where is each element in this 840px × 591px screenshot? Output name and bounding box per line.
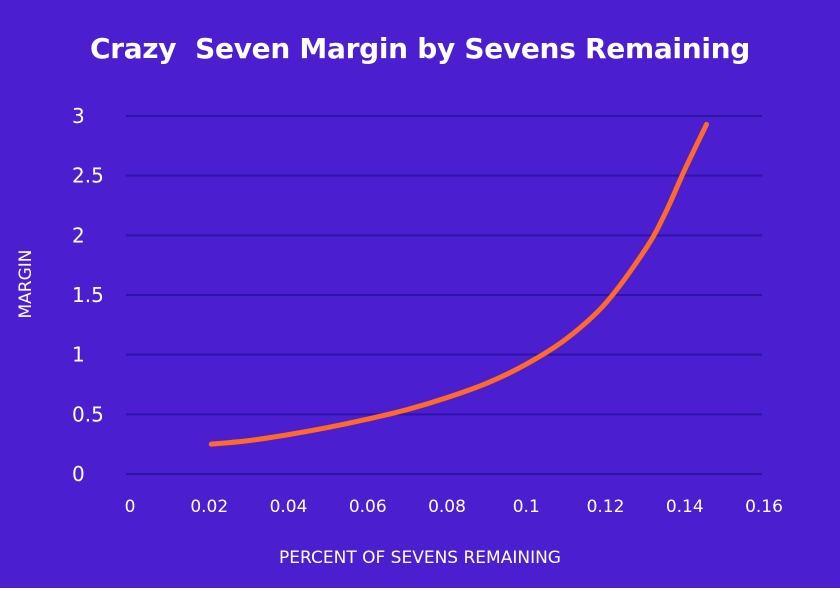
y-tick-label: 1 <box>72 343 85 367</box>
series-layer <box>208 121 710 447</box>
x-tick-label: 0.06 <box>349 497 387 517</box>
x-tick-label: 0.02 <box>190 497 228 517</box>
x-tick-label: 0.04 <box>270 497 308 517</box>
x-tick-label: 0 <box>125 497 136 517</box>
x-tick-label: 0.12 <box>587 497 625 517</box>
y-tick-label: 0.5 <box>72 402 104 426</box>
y-tick-label: 3 <box>72 104 85 128</box>
gridlines <box>126 115 762 475</box>
y-tick-label: 2 <box>72 223 85 247</box>
x-tick-label: 0.08 <box>428 497 466 517</box>
x-tick-label: 0.1 <box>513 497 540 517</box>
x-tick-label: 0.16 <box>745 497 783 517</box>
y-axis-ticks: 0 0.5 1 1.5 2 2.5 3 <box>72 104 104 486</box>
y-axis-title: MARGIN <box>16 249 36 318</box>
y-tick-label: 2.5 <box>72 164 104 188</box>
x-axis-ticks: 0 0.02 0.04 0.06 0.08 0.1 0.12 0.14 0.16 <box>125 497 783 517</box>
y-tick-label: 1.5 <box>72 283 104 307</box>
x-axis-title: PERCENT OF SEVENS REMAINING <box>279 548 561 568</box>
chart-title: Crazy Seven Margin by Sevens Remaining <box>89 32 751 65</box>
series-line-0 <box>208 121 710 447</box>
y-tick-label: 0 <box>72 462 85 486</box>
x-tick-label: 0.14 <box>666 497 704 517</box>
